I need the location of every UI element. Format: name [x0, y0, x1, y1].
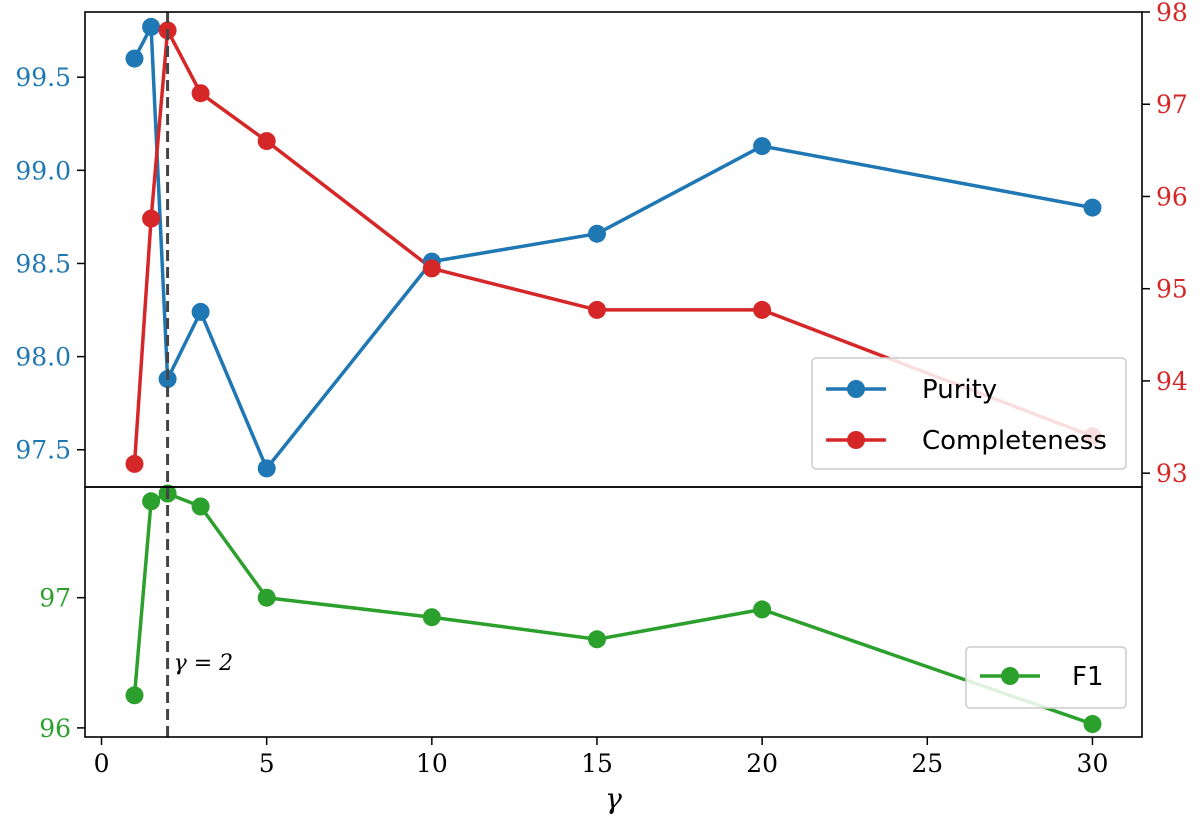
f1-point-6 [588, 630, 606, 649]
f1-point-4 [257, 588, 276, 607]
purity-axis-tick-label-1: 98.0 [15, 343, 71, 372]
completeness-point-7 [753, 300, 772, 319]
x-axis-tick-label-6: 30 [1077, 749, 1109, 778]
legend-f1-label: F1 [1072, 662, 1104, 692]
completeness-axis-tick-label-2: 95 [1156, 275, 1188, 304]
f1-point-3 [191, 497, 210, 516]
f1-point-1 [142, 492, 161, 511]
ticks-layer: 97.5 98.0 98.5 99.0 99.5 93 94 95 96 97 98 96 97 0 5 10… [15, 0, 1187, 778]
legend-completeness-marker [847, 431, 865, 449]
f1-point-5 [422, 608, 441, 627]
plot-points-layer [125, 17, 1102, 733]
completeness-point-0 [125, 454, 144, 473]
legend-purity-marker [847, 380, 865, 398]
purity-point-0 [125, 49, 144, 68]
purity-point-4 [257, 459, 276, 478]
f1-line [132, 491, 1094, 726]
completeness-axis-tick-label-1: 94 [1156, 367, 1188, 396]
f1-axis-tick-label-1: 97 [39, 584, 71, 613]
purity-point-7 [753, 137, 772, 156]
completeness-axis-tick-label-5: 98 [1156, 0, 1188, 27]
legend-bottom: F1 [965, 646, 1127, 709]
purity-axis-tick-label-3: 99.0 [15, 156, 71, 185]
legend-f1-marker [1001, 667, 1019, 685]
completeness-axis-tick-label-0: 93 [1156, 459, 1188, 488]
f1-point-8 [1083, 715, 1102, 733]
completeness-point-1 [142, 209, 161, 228]
gamma-annotation: γ = 2 [174, 651, 234, 676]
legend-top-frame [811, 357, 1127, 470]
purity-axis-tick-label-2: 98.5 [15, 249, 71, 278]
purity-axis-tick-label-0: 97.5 [15, 436, 71, 465]
x-axis-tick-label-0: 0 [94, 749, 110, 778]
purity-point-6 [588, 224, 606, 243]
bottom-panel-frame [84, 486, 1143, 738]
legend-top: Purity Completeness [811, 357, 1127, 470]
x-axis-label: γ [605, 782, 622, 815]
completeness-axis-tick-label-4: 97 [1156, 90, 1188, 119]
legend-completeness-label: Completeness [922, 426, 1107, 456]
completeness-point-3 [191, 84, 210, 103]
purity-axis-tick-label-4: 99.5 [15, 63, 71, 92]
purity-point-3 [191, 302, 210, 321]
purity-point-1 [142, 17, 161, 36]
completeness-point-4 [257, 132, 276, 151]
purity-point-8 [1083, 198, 1102, 217]
f1-axis-tick-label-0: 96 [39, 714, 71, 743]
x-axis-tick-label-2: 10 [416, 749, 448, 778]
legend-bottom-frame [965, 646, 1127, 709]
completeness-axis-tick-label-3: 96 [1156, 182, 1188, 211]
legend-purity-label: Purity [922, 375, 997, 405]
x-axis-tick-label-3: 15 [581, 749, 613, 778]
x-axis-tick-label-5: 25 [911, 749, 943, 778]
x-axis-tick-label-1: 5 [259, 749, 275, 778]
axes-layer [84, 11, 1143, 738]
f1-point-7 [753, 600, 772, 619]
completeness-point-5 [422, 259, 441, 278]
completeness-point-6 [588, 300, 606, 319]
x-axis-tick-label-4: 20 [746, 749, 778, 778]
f1-point-0 [125, 686, 144, 705]
